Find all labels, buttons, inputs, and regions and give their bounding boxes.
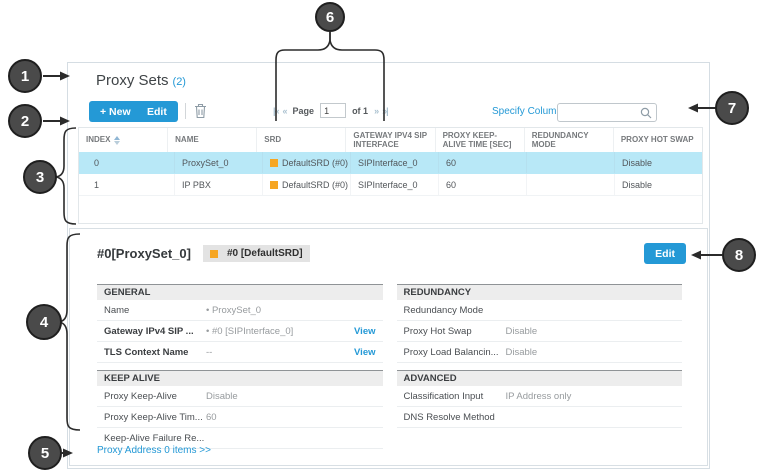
section-general: GENERAL Name • ProxySet_0 Gateway IPv4 S… [97,284,383,363]
cell-srd: DefaultSRD (#0) [263,152,351,173]
cell-index: 1 [79,174,175,195]
detail-left-column: GENERAL Name • ProxySet_0 Gateway IPv4 S… [97,284,383,456]
view-link[interactable]: View [354,346,376,358]
page-label: Page [292,105,315,116]
detail-row-keep-alive-failure: Keep-Alive Failure Re... [97,428,383,449]
new-button[interactable]: + New [89,101,142,122]
callout-1: 1 [8,59,42,93]
detail-row-name: Name • ProxySet_0 [97,300,383,321]
callout-4: 4 [26,304,62,340]
section-redundancy: REDUNDANCY Redundancy Mode Proxy Hot Swa… [396,284,682,363]
section-keep-alive: KEEP ALIVE Proxy Keep-Alive Disable Prox… [97,370,383,449]
page-title: Proxy Sets (2) [96,72,186,89]
detail-row-dns-resolve-method: DNS Resolve Method [396,407,682,428]
column-header-gateway-interface[interactable]: GATEWAY IPV4 SIP INTERFACE [346,128,436,152]
detail-row-keep-alive-time: Proxy Keep-Alive Tim... 60 [97,407,383,428]
detail-header: #0[ProxySet_0] #0 [DefaultSRD] Edit [97,243,686,264]
cell-keep-alive-time: 60 [439,174,527,195]
proxy-sets-table: INDEX NAME SRD GATEWAY IPV4 SIP INTERFAC… [78,127,703,224]
table-row[interactable]: 0 ProxySet_0 DefaultSRD (#0) SIPInterfac… [79,152,702,174]
cell-redundancy-mode [527,152,615,173]
detail-title: #0[ProxySet_0] [97,246,191,261]
proxy-set-detail-panel: #0[ProxySet_0] #0 [DefaultSRD] Edit GENE… [69,228,708,466]
callout-2: 2 [8,104,42,138]
next-page-icon[interactable]: » [374,105,379,116]
detail-row-proxy-keep-alive: Proxy Keep-Alive Disable [97,386,383,407]
cell-index: 0 [79,152,175,173]
cell-proxy-hot-swap: Disable [622,179,653,190]
callout-6: 6 [315,2,345,32]
detail-row-gateway-interface: Gateway IPv4 SIP ... • #0 [SIPInterface_… [97,321,383,342]
first-page-icon[interactable]: |« [273,105,279,116]
cell-gateway-interface: SIPInterface_0 [351,152,439,173]
search-input[interactable] [558,107,640,118]
detail-row-proxy-load-balancing: Proxy Load Balancin... Disable [396,342,682,363]
search-icon[interactable] [640,107,652,119]
edit-button[interactable]: Edit [136,101,178,122]
srd-color-square [270,158,278,167]
specify-columns-link[interactable]: Specify Columns [492,106,568,117]
detail-row-redundancy-mode: Redundancy Mode [396,300,682,321]
column-header-srd[interactable]: SRD [257,128,347,152]
toolbar-divider [185,103,186,119]
page-input[interactable] [320,103,347,118]
cell-keep-alive-time: 60 [439,152,527,173]
section-redundancy-title: REDUNDANCY [396,284,682,300]
srd-color-square [270,180,278,189]
delete-icon[interactable] [194,103,207,124]
callout-3: 3 [23,160,57,194]
callout-5: 5 [28,436,62,470]
section-general-title: GENERAL [97,284,383,300]
cell-proxy-hot-swap: Disable [622,157,653,168]
cell-gateway-interface: SIPInterface_0 [351,174,439,195]
column-header-keep-alive-time[interactable]: PROXY KEEP-ALIVE TIME [SEC] [436,128,525,152]
detail-edit-button[interactable]: Edit [644,243,686,264]
callout-8: 8 [722,238,756,272]
column-header-redundancy-mode[interactable]: REDUNDANCY MODE [525,128,614,152]
section-keep-alive-title: KEEP ALIVE [97,370,383,386]
view-link[interactable]: View [354,325,376,337]
detail-row-classification-input: Classification Input IP Address only [396,386,682,407]
proxy-address-link[interactable]: Proxy Address 0 items >> [97,445,211,456]
srd-color-square [209,249,218,258]
page-title-text: Proxy Sets [96,72,169,89]
page-of-label: of 1 [352,105,369,116]
detail-row-proxy-hot-swap: Proxy Hot Swap Disable [396,321,682,342]
section-advanced: ADVANCED Classification Input IP Address… [396,370,682,428]
item-count: (2) [172,76,186,88]
cell-name: IP PBX [175,174,263,195]
proxy-sets-page: Proxy Sets(2) + New Edit |« « Page of 1 … [67,62,710,469]
detail-right-column: REDUNDANCY Redundancy Mode Proxy Hot Swa… [396,284,682,456]
column-header-index[interactable]: INDEX [79,128,169,152]
section-advanced-title: ADVANCED [396,370,682,386]
srd-badge: #0 [DefaultSRD] [202,245,310,262]
sort-icon[interactable] [114,135,121,145]
detail-sections: GENERAL Name • ProxySet_0 Gateway IPv4 S… [97,284,682,456]
prev-page-icon[interactable]: « [282,105,288,116]
table-header-row: INDEX NAME SRD GATEWAY IPV4 SIP INTERFAC… [79,128,702,152]
column-header-proxy-hot-swap[interactable]: PROXY HOT SWAP [620,135,694,145]
cell-name: ProxySet_0 [175,152,263,173]
pagination: |« « Page of 1 » »| [273,103,389,118]
search-box [557,103,657,122]
cell-srd: DefaultSRD (#0) [263,174,351,195]
last-page-icon[interactable]: »| [382,105,388,116]
callout-7: 7 [715,91,749,125]
table-row[interactable]: 1 IP PBX DefaultSRD (#0) SIPInterface_0 … [79,174,702,196]
detail-row-tls-context: TLS Context Name -- View [97,342,383,363]
cell-redundancy-mode [527,174,615,195]
column-header-name[interactable]: NAME [168,128,258,152]
